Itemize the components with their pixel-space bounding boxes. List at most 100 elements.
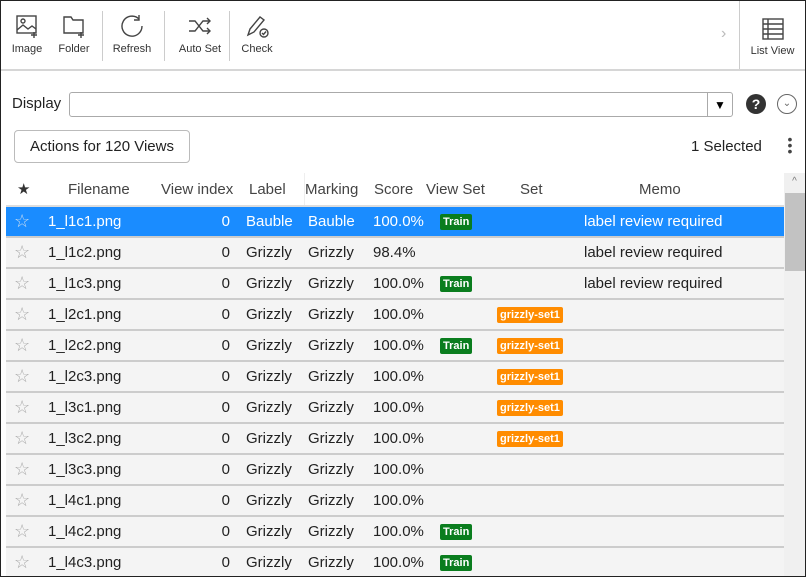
selected-count: 1 Selected	[691, 138, 762, 155]
marking-cell: Grizzly	[308, 244, 354, 261]
favorite-star-icon[interactable]: ☆	[14, 335, 31, 355]
refresh-button[interactable]: Refresh	[111, 13, 153, 55]
marking-cell: Grizzly	[308, 554, 354, 571]
scrollbar-thumb[interactable]	[785, 193, 805, 271]
add-folder-button[interactable]: Folder	[56, 13, 92, 55]
filename-cell: 1_l2c3.png	[48, 368, 122, 385]
filename-cell: 1_l3c3.png	[48, 461, 122, 478]
favorite-star-icon[interactable]: ☆	[14, 211, 31, 231]
refresh-icon	[121, 15, 143, 37]
view-index-column-header[interactable]: View index	[161, 180, 234, 198]
view-set-cell: Train	[440, 517, 473, 546]
table-row[interactable]: ☆ 1_l3c3.png 0 Grizzly Grizzly 100.0%	[6, 455, 784, 486]
set-cell: grizzly-set1	[497, 331, 563, 360]
train-badge: Train	[440, 523, 473, 540]
train-badge: Train	[440, 275, 473, 292]
score-cell: 100.0%	[373, 461, 424, 478]
favorite-star-icon[interactable]: ☆	[14, 428, 31, 448]
table-row[interactable]: ☆ 1_l2c3.png 0 Grizzly Grizzly 100.0% gri…	[6, 362, 784, 393]
table-row[interactable]: ☆ 1_l2c2.png 0 Grizzly Grizzly 100.0% Tra…	[6, 331, 784, 362]
more-options-icon[interactable]: • • •	[787, 131, 793, 159]
table-row[interactable]: ☆ 1_l3c1.png 0 Grizzly Grizzly 100.0% gri…	[6, 393, 784, 424]
marking-column-header[interactable]: Marking	[304, 173, 358, 205]
refresh-label: Refresh	[112, 43, 152, 55]
favorite-star-icon[interactable]: ☆	[14, 273, 31, 293]
vertical-scrollbar[interactable]: ^	[784, 173, 805, 576]
filename-cell: 1_l1c1.png	[48, 213, 122, 230]
pencil-check-icon	[246, 16, 269, 38]
marking-cell: Grizzly	[308, 523, 354, 540]
score-cell: 100.0%	[373, 368, 424, 385]
set-column-header[interactable]: Set	[520, 180, 543, 198]
chevron-down-icon[interactable]: ⌄	[777, 94, 797, 114]
display-label: Display	[12, 95, 62, 112]
label-cell: Grizzly	[246, 337, 292, 354]
favorite-star-icon[interactable]: ☆	[14, 459, 31, 479]
check-button[interactable]: Check	[239, 13, 275, 55]
table-row[interactable]: ☆ 1_l3c2.png 0 Grizzly Grizzly 100.0% gri…	[6, 424, 784, 455]
image-label: Image	[11, 43, 43, 55]
dropdown-arrow-icon[interactable]: ▼	[707, 93, 732, 116]
table-row[interactable]: ☆ 1_l4c1.png 0 Grizzly Grizzly 100.0%	[6, 486, 784, 517]
label-cell: Bauble	[246, 213, 293, 230]
filename-cell: 1_l2c1.png	[48, 306, 122, 323]
add-image-button[interactable]: Image	[9, 13, 45, 55]
table-row[interactable]: ☆ 1_l2c1.png 0 Grizzly Grizzly 100.0% gri…	[6, 300, 784, 331]
favorite-star-icon[interactable]: ☆	[14, 490, 31, 510]
marking-cell: Grizzly	[308, 337, 354, 354]
view-index-cell: 0	[221, 399, 230, 416]
scroll-up-icon[interactable]: ^	[792, 176, 797, 187]
view-set-cell: Train	[440, 269, 473, 298]
favorite-star-icon[interactable]: ☆	[14, 304, 31, 324]
score-cell: 100.0%	[373, 554, 424, 571]
view-index-cell: 0	[221, 337, 230, 354]
star-column-header[interactable]: ★	[17, 181, 31, 198]
favorite-star-icon[interactable]: ☆	[14, 552, 31, 572]
set-cell: grizzly-set1	[497, 393, 563, 422]
view-set-column-header[interactable]: View Set	[426, 180, 485, 198]
list-view-button[interactable]: List View	[739, 1, 805, 69]
view-index-cell: 0	[221, 275, 230, 292]
score-cell: 100.0%	[373, 492, 424, 509]
marking-cell: Grizzly	[308, 306, 354, 323]
view-set-cell: Train	[440, 207, 473, 236]
set-badge: grizzly-set1	[497, 368, 563, 385]
favorite-star-icon[interactable]: ☆	[14, 521, 31, 541]
filename-cell: 1_l1c2.png	[48, 244, 122, 261]
marking-cell: Grizzly	[308, 275, 354, 292]
favorite-star-icon[interactable]: ☆	[14, 366, 31, 386]
view-set-cell: Train	[440, 548, 473, 576]
table-row[interactable]: ☆ 1_l4c2.png 0 Grizzly Grizzly 100.0% Tra…	[6, 517, 784, 548]
view-index-cell: 0	[221, 368, 230, 385]
view-index-cell: 0	[221, 492, 230, 509]
score-column-header[interactable]: Score	[374, 180, 414, 198]
set-cell: grizzly-set1	[497, 300, 563, 329]
view-index-cell: 0	[221, 213, 230, 230]
memo-column-header[interactable]: Memo	[639, 180, 681, 198]
display-select[interactable]: ▼	[69, 92, 733, 117]
label-cell: Grizzly	[246, 492, 292, 509]
set-cell: grizzly-set1	[497, 424, 563, 453]
label-cell: Grizzly	[246, 368, 292, 385]
label-cell: Grizzly	[246, 554, 292, 571]
chevron-right-icon[interactable]: ›	[721, 25, 727, 42]
table-row[interactable]: ☆ 1_l1c3.png 0 Grizzly Grizzly 100.0% Tra…	[6, 269, 784, 300]
table-row[interactable]: ☆ 1_l1c2.png 0 Grizzly Grizzly 98.4% labe…	[6, 238, 784, 269]
favorite-star-icon[interactable]: ☆	[14, 242, 31, 262]
check-label: Check	[241, 43, 273, 55]
label-cell: Grizzly	[246, 461, 292, 478]
label-column-header[interactable]: Label	[249, 180, 286, 198]
table-row[interactable]: ☆ 1_l4c3.png 0 Grizzly Grizzly 100.0% Tra…	[6, 548, 784, 576]
marking-cell: Grizzly	[308, 368, 354, 385]
marking-cell: Grizzly	[308, 492, 354, 509]
favorite-star-icon[interactable]: ☆	[14, 397, 31, 417]
marking-cell: Bauble	[308, 213, 355, 230]
table-row[interactable]: ☆ 1_l1c1.png 0 Bauble Bauble 100.0% Train…	[6, 207, 784, 238]
auto-set-button[interactable]: Auto Set	[175, 13, 225, 55]
help-icon[interactable]: ?	[746, 94, 766, 114]
filename-cell: 1_l1c3.png	[48, 275, 122, 292]
label-cell: Grizzly	[246, 306, 292, 323]
actions-button[interactable]: Actions for 120 Views	[14, 130, 190, 163]
filename-column-header[interactable]: Filename	[68, 180, 130, 198]
